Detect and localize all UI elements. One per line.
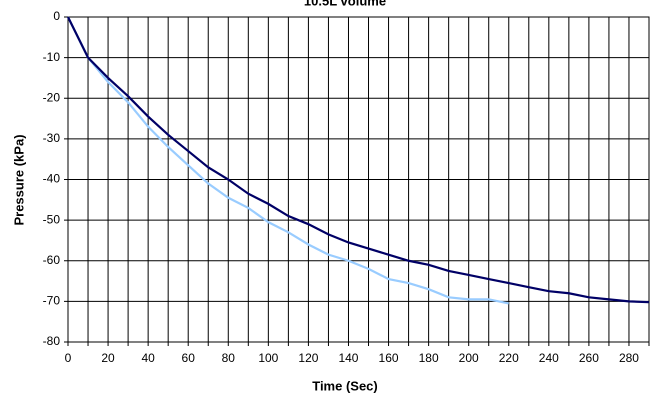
x-tick-label: 260 [579, 351, 599, 365]
x-tick-label: 20 [101, 351, 115, 365]
y-tick-label: -70 [43, 294, 61, 308]
x-tick-label: 100 [258, 351, 278, 365]
x-tick-label: 220 [499, 351, 519, 365]
y-tick-label: -30 [43, 131, 61, 145]
y-tick-label: -40 [43, 172, 61, 186]
x-tick-label: 240 [539, 351, 559, 365]
x-tick-label: 120 [298, 351, 318, 365]
y-tick-label: -10 [43, 50, 61, 64]
data-line [67, 16, 650, 304]
x-tick-label: 80 [222, 351, 236, 365]
y-axis-label: Pressure (kPa) [11, 134, 26, 225]
y-tick-label: 0 [53, 9, 60, 23]
y-tick-label: -50 [43, 212, 61, 226]
x-axis-label: Time (Sec) [312, 378, 378, 393]
y-tick-label: -20 [43, 90, 61, 104]
x-tick-label: 180 [419, 351, 439, 365]
x-tick-label: 200 [459, 351, 479, 365]
x-tick-label: 0 [65, 351, 72, 365]
y-tick-label: -80 [43, 334, 61, 348]
x-tick-label: 160 [379, 351, 399, 365]
x-tick-label: 60 [182, 351, 196, 365]
plot-frame [67, 16, 650, 343]
data-line [67, 16, 509, 305]
chart-title: 10.5L volume [304, 0, 386, 8]
x-tick-label: 40 [141, 351, 155, 365]
y-tick-label: -60 [43, 253, 61, 267]
x-tick-label: 140 [338, 351, 358, 365]
x-tick-label: 280 [619, 351, 639, 365]
